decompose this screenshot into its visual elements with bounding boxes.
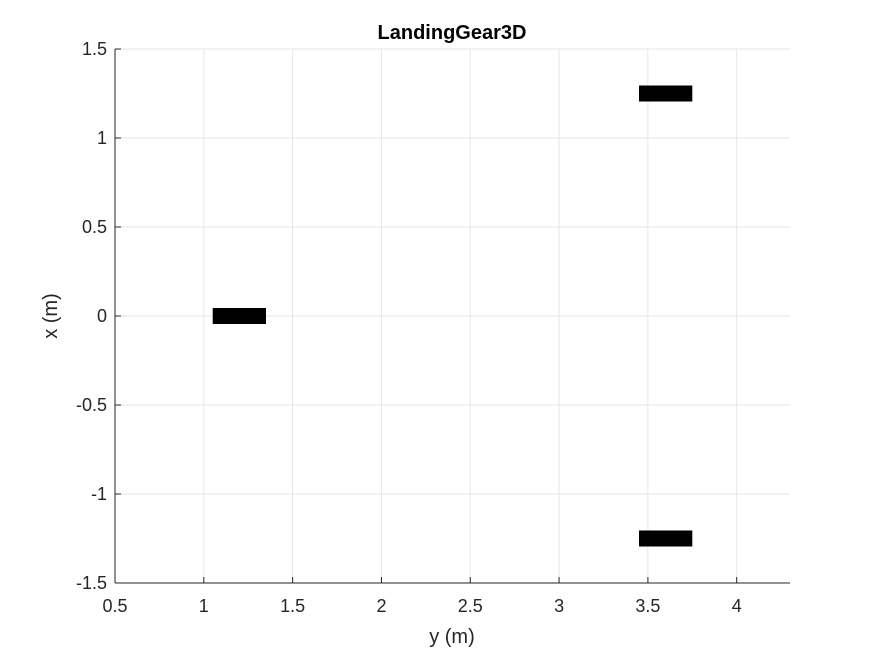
y-tick-label: -1 xyxy=(91,484,107,504)
y-tick-label: -0.5 xyxy=(76,395,107,415)
x-tick-label: 3.5 xyxy=(635,596,660,616)
y-axis-label: x (m) xyxy=(40,293,62,339)
axes xyxy=(114,48,790,584)
y-tick-label: -1.5 xyxy=(76,573,107,593)
x-tick-label: 0.5 xyxy=(102,596,127,616)
x-tick-label: 1.5 xyxy=(280,596,305,616)
x-tick-label: 4 xyxy=(732,596,742,616)
y-tick-label: 1 xyxy=(97,128,107,148)
x-tick-label: 2.5 xyxy=(458,596,483,616)
y-tick-label: 0.5 xyxy=(82,217,107,237)
x-axis-label: y (m) xyxy=(429,626,475,648)
tick-labels: 0.5 1 1.5 2 2.5 3 3.5 4 -1.5 -1 -0.5 0 0.5 1 1.5 xyxy=(76,39,742,616)
landing-gear-marker xyxy=(212,307,266,325)
x-tick-label: 1 xyxy=(199,596,209,616)
landing-gear-marker xyxy=(639,530,693,547)
y-tick-label: 1.5 xyxy=(82,39,107,59)
x-tick-label: 2 xyxy=(376,596,386,616)
x-tick-label: 3 xyxy=(554,596,564,616)
y-tick-label: 0 xyxy=(97,306,107,326)
landing-gear-marker xyxy=(639,85,693,102)
chart-title: LandingGear3D xyxy=(378,22,527,44)
data-marks xyxy=(212,85,693,547)
